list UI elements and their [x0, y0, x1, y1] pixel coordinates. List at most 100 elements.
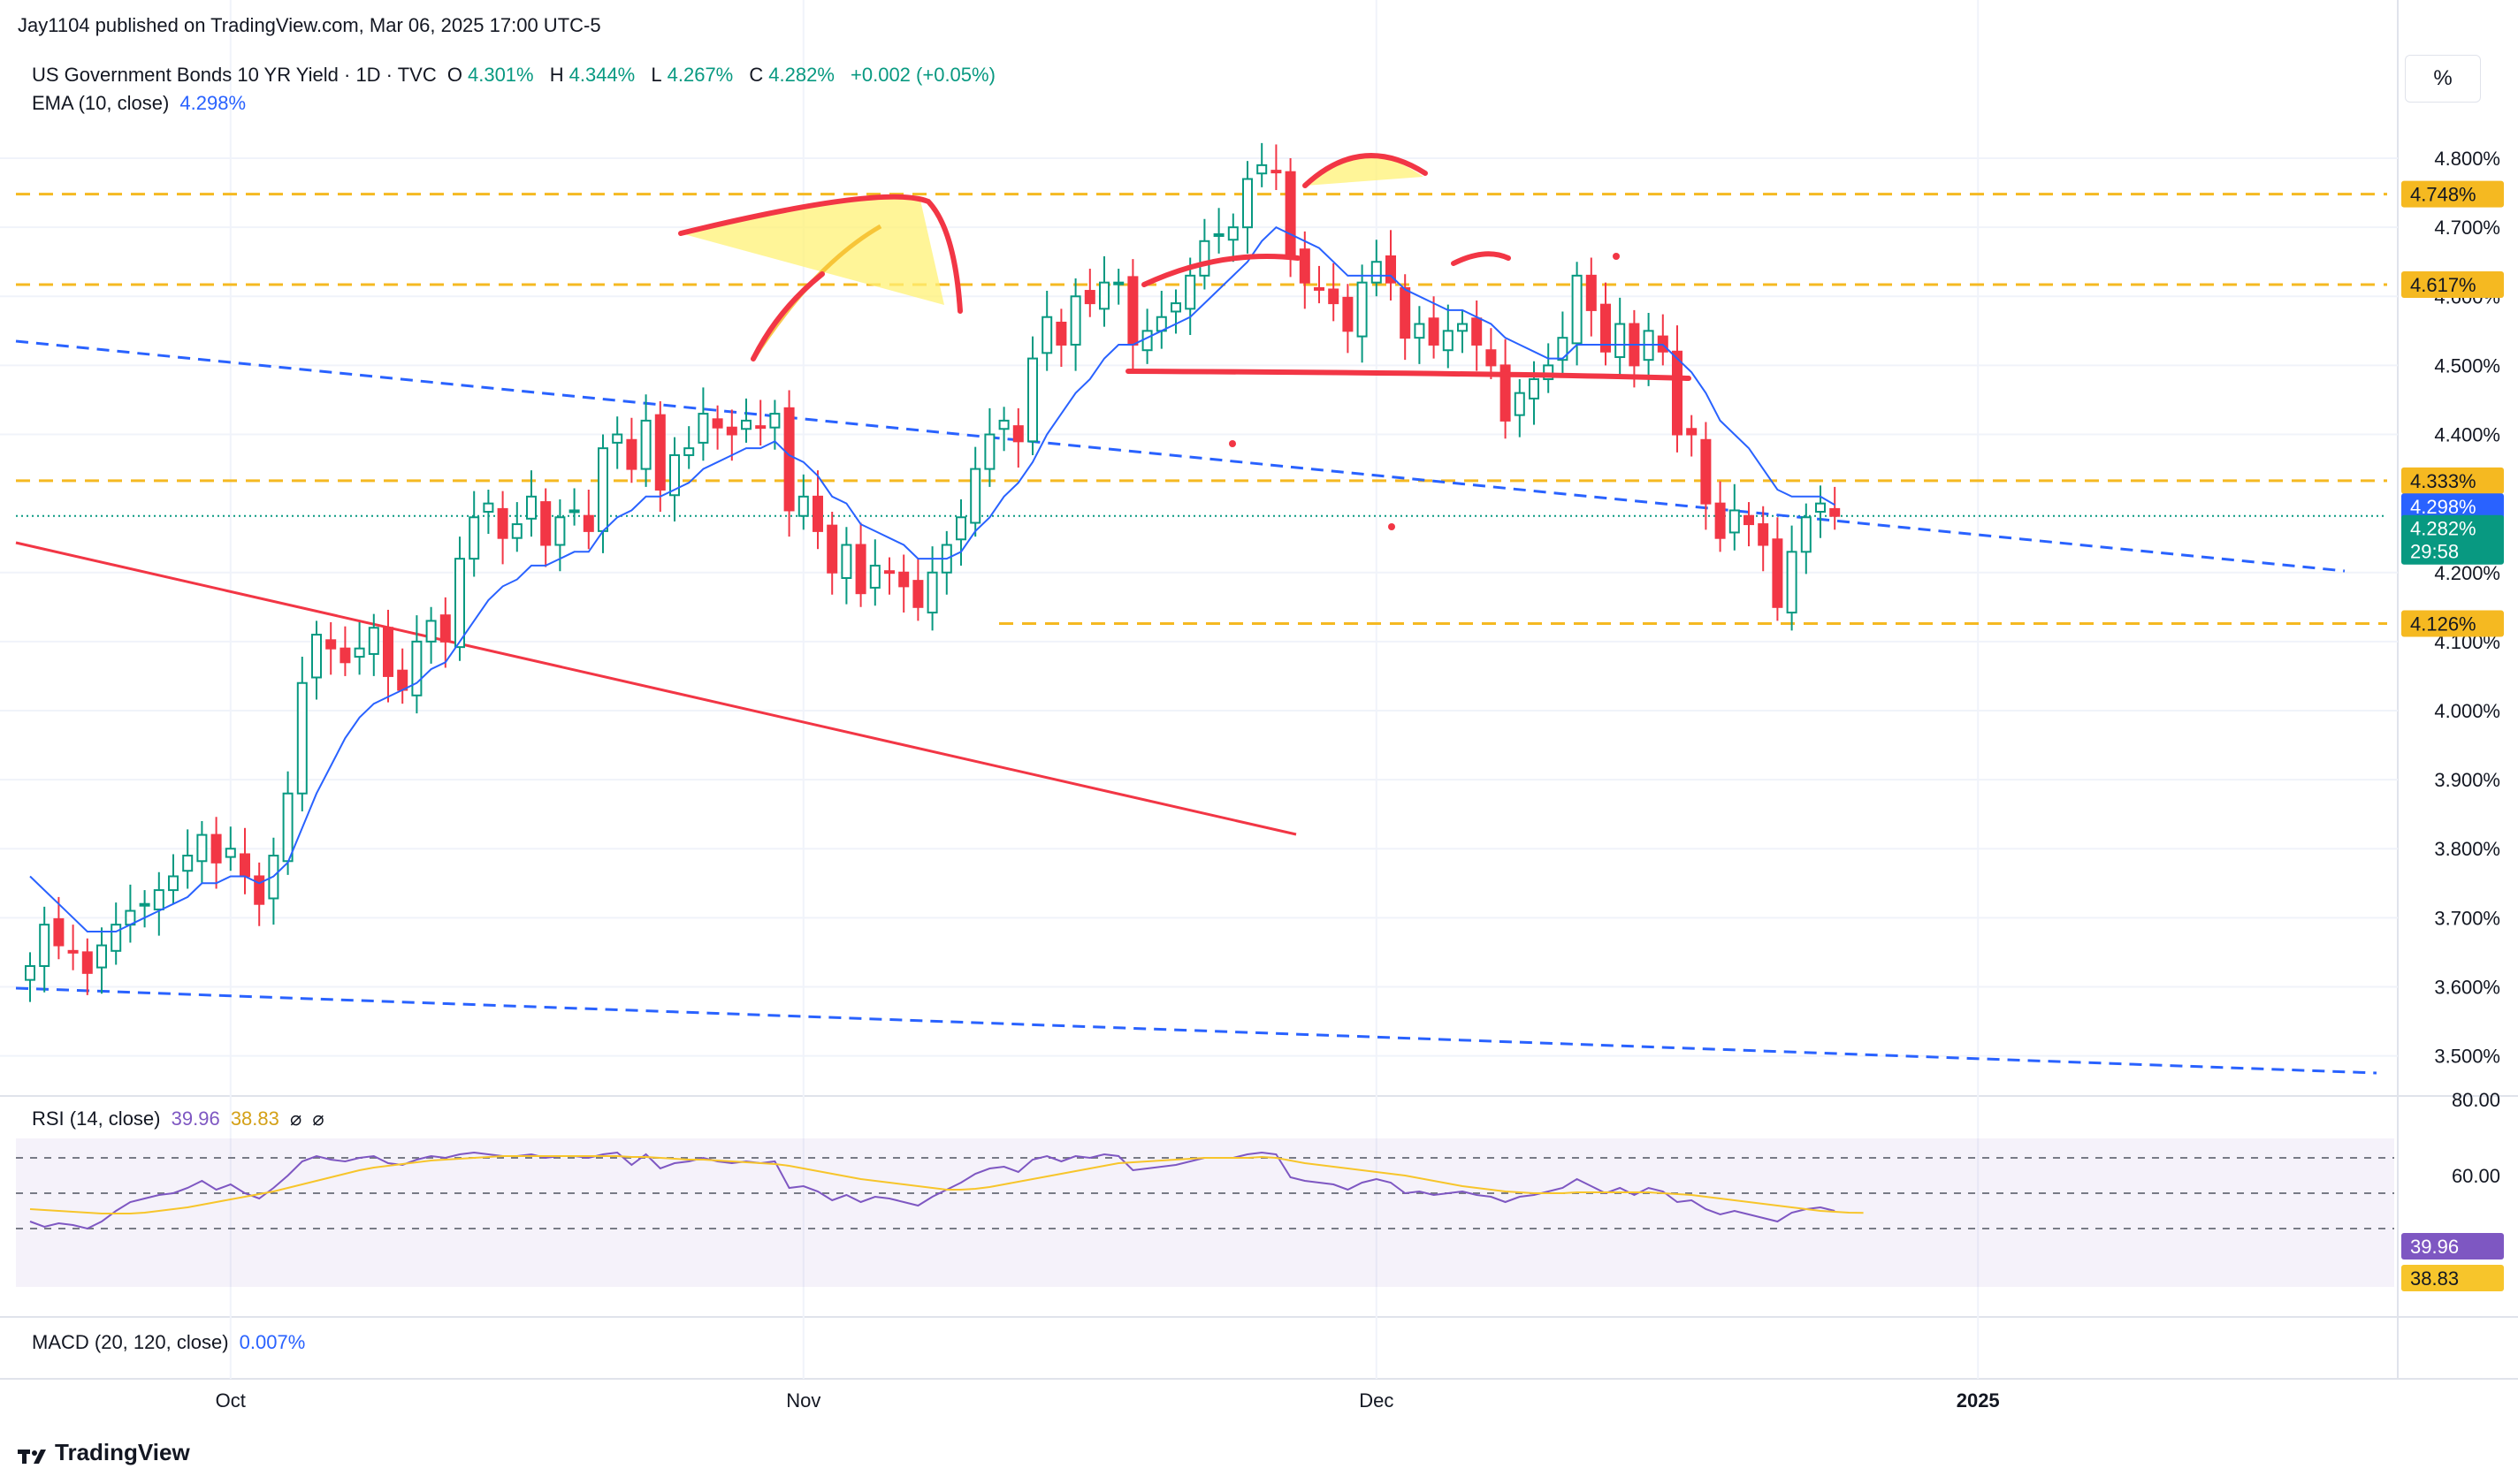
y-tick-label: 4.700% — [2434, 217, 2500, 239]
candle-body — [741, 419, 752, 430]
rsi-ma-value-tag-bg — [2401, 1265, 2504, 1291]
candle-body — [1499, 364, 1511, 422]
candle-body — [783, 407, 795, 512]
candle-body — [927, 571, 938, 614]
ohlc-open: O 4.301% — [446, 64, 534, 86]
candle-body — [454, 558, 465, 649]
candle-body — [368, 627, 379, 655]
rsi-value-tag-bg — [2401, 1233, 2504, 1259]
candle-body — [497, 507, 508, 539]
level-price-tag: 4.333% — [2410, 470, 2476, 492]
candle-body — [1356, 281, 1368, 338]
y-tick-label: 3.900% — [2434, 769, 2500, 791]
candle-body — [841, 544, 852, 580]
ema-legend[interactable]: EMA (10, close) 4.298% — [32, 92, 251, 115]
candle-body — [1414, 323, 1425, 339]
candle-body — [813, 495, 823, 532]
level-price-tag-bg — [2401, 610, 2504, 637]
level-price-tag-bg — [2401, 271, 2504, 299]
candle-body — [827, 524, 838, 574]
candle-body — [254, 875, 265, 905]
candle-body — [1328, 288, 1339, 305]
candle-body — [1471, 317, 1483, 346]
candle-body — [96, 944, 107, 969]
candle-body — [1042, 316, 1053, 354]
candle-body — [626, 438, 637, 470]
percent-scale-button[interactable]: % — [2405, 55, 2481, 103]
x-tick-label: Nov — [786, 1389, 820, 1412]
upper-trendline — [15, 339, 2346, 573]
red-arc-annotation — [678, 194, 963, 314]
candle-body — [111, 924, 122, 952]
rsi-tick-label: 80.00 — [2452, 1089, 2500, 1111]
lower-trendline — [15, 986, 2377, 1075]
candle-body — [1199, 240, 1210, 277]
candle-body — [640, 419, 652, 470]
candle-body — [612, 433, 623, 444]
tradingview-logo[interactable]: TradingView — [18, 1439, 190, 1466]
candle-body — [325, 639, 337, 650]
candle-body — [1744, 514, 1754, 526]
settings-icon[interactable]: ⌀ — [312, 1107, 324, 1130]
candle-body — [1829, 507, 1841, 517]
candle-body — [698, 413, 709, 444]
candle-body — [568, 509, 580, 514]
y-tick-label: 3.600% — [2434, 976, 2500, 998]
candle-body — [67, 949, 79, 954]
candle-body — [296, 681, 308, 795]
x-tick-label: Oct — [216, 1389, 246, 1412]
candle-body — [1800, 516, 1812, 553]
ema-label: EMA (10, close) — [32, 92, 170, 114]
rsi-line — [29, 1151, 1835, 1230]
candle-body — [225, 848, 236, 858]
level-price-tag: 4.126% — [2410, 613, 2476, 635]
candle-body — [1070, 295, 1081, 346]
candle-body — [182, 855, 194, 872]
candle-body — [1141, 330, 1153, 352]
symbol-title[interactable]: US Government Bonds 10 YR Yield · 1D · T… — [32, 64, 437, 86]
macd-value: 0.007% — [239, 1331, 306, 1353]
eye-icon[interactable]: ⌀ — [290, 1107, 302, 1130]
brand-name: TradingView — [55, 1439, 190, 1465]
candle-body — [139, 902, 150, 907]
macd-legend[interactable]: MACD (20, 120, close) 0.007% — [32, 1331, 310, 1354]
candle-body — [1686, 428, 1698, 436]
candle-body — [898, 571, 910, 588]
candle-body — [240, 853, 250, 878]
candle-body — [511, 523, 523, 539]
candle-body — [726, 426, 737, 436]
y-tick-label: 3.800% — [2434, 838, 2500, 860]
rsi-value-tag: 39.96 — [2410, 1236, 2459, 1258]
candle-body — [282, 792, 294, 863]
candle-body — [1571, 274, 1583, 345]
level-price-tag-bg — [2401, 467, 2504, 494]
level-price-tag-bg — [2401, 180, 2504, 208]
last-price-tag-bg — [2401, 514, 2504, 565]
candle-body — [1543, 364, 1554, 381]
candle-body — [1786, 551, 1797, 614]
candle-body — [1400, 286, 1411, 339]
candle-body — [712, 418, 723, 429]
ema-value: 4.298% — [179, 92, 247, 114]
candle-body — [1342, 296, 1354, 332]
candle-body — [598, 447, 608, 532]
candle-body — [1442, 330, 1454, 352]
candle-body — [1614, 323, 1626, 359]
rsi-legend[interactable]: RSI (14, close) 39.96 38.83 ⌀ ⌀ — [32, 1107, 330, 1130]
candle-body — [1714, 502, 1726, 539]
candle-body — [1585, 274, 1597, 311]
price-change: +0.002 (+0.05%) — [851, 64, 996, 86]
candle-body — [1700, 438, 1712, 505]
candle-body — [1385, 255, 1396, 284]
candle-body — [1772, 538, 1783, 608]
candle-body — [769, 413, 781, 429]
candle-body — [1529, 378, 1539, 400]
candle-body — [1242, 178, 1253, 229]
level-price-tag: 4.617% — [2410, 274, 2476, 296]
y-tick-label: 3.700% — [2434, 907, 2500, 929]
rsi-value: 39.96 — [171, 1107, 220, 1130]
candle-body — [984, 433, 996, 470]
rsi-label: RSI (14, close) — [32, 1107, 161, 1130]
candle-body — [340, 647, 351, 664]
